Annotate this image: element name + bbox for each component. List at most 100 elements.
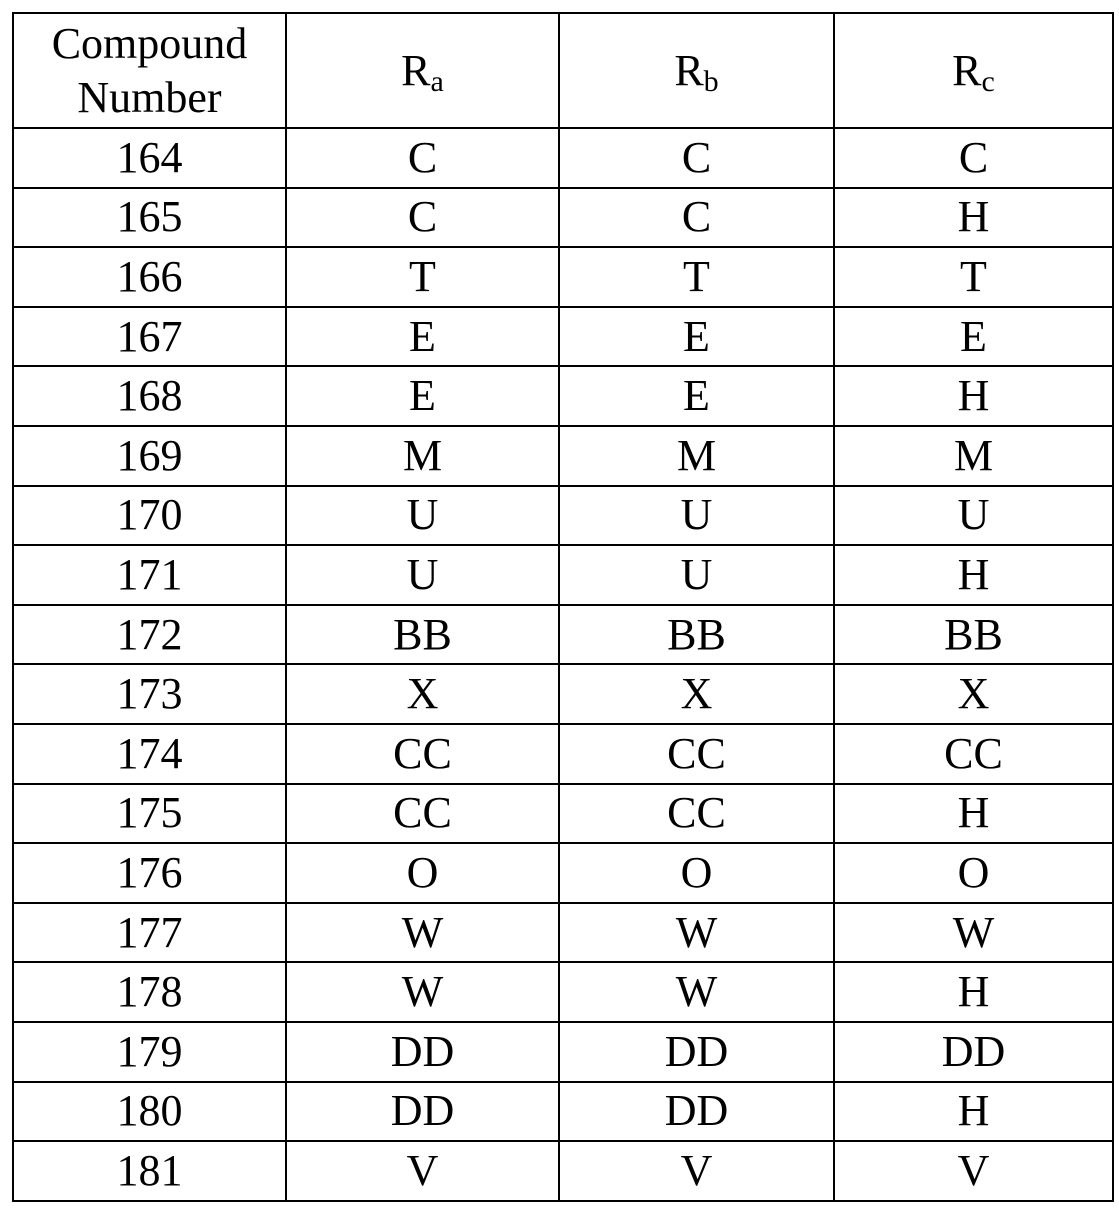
substituent-cell: BB: [834, 605, 1113, 665]
substituent-cell: H: [834, 962, 1113, 1022]
substituent-cell: DD: [286, 1022, 559, 1082]
substituent-cell: V: [834, 1141, 1113, 1201]
substituent-cell: CC: [559, 784, 834, 844]
substituent-cell: H: [834, 1082, 1113, 1142]
table-row: 178WWH: [13, 962, 1113, 1022]
substituent-cell: M: [834, 426, 1113, 486]
compound-table: Compound NumberRaRbRc 164CCC165CCH166TTT…: [12, 12, 1114, 1202]
table-row: 166TTT: [13, 247, 1113, 307]
table-row: 172BBBBBB: [13, 605, 1113, 665]
substituent-cell: H: [834, 784, 1113, 844]
header-subscript: a: [431, 65, 444, 98]
compound-number: 166: [13, 247, 286, 307]
header-cell: Rc: [834, 13, 1113, 128]
header-base: R: [674, 46, 703, 95]
table-row: 174CCCCCC: [13, 724, 1113, 784]
substituent-cell: CC: [834, 724, 1113, 784]
compound-number: 171: [13, 545, 286, 605]
substituent-cell: W: [559, 903, 834, 963]
substituent-cell: X: [286, 664, 559, 724]
substituent-cell: E: [834, 307, 1113, 367]
substituent-cell: V: [286, 1141, 559, 1201]
table-row: 165CCH: [13, 188, 1113, 248]
table-row: 171UUH: [13, 545, 1113, 605]
substituent-cell: O: [834, 843, 1113, 903]
substituent-cell: DD: [286, 1082, 559, 1142]
header-cell: Rb: [559, 13, 834, 128]
substituent-cell: H: [834, 366, 1113, 426]
compound-number: 175: [13, 784, 286, 844]
table-row: 168EEH: [13, 366, 1113, 426]
header-text: Compound Number: [52, 19, 248, 122]
compound-number: 177: [13, 903, 286, 963]
compound-number: 180: [13, 1082, 286, 1142]
substituent-cell: M: [559, 426, 834, 486]
header-base: R: [952, 46, 981, 95]
table-row: 177WWW: [13, 903, 1113, 963]
substituent-cell: BB: [286, 605, 559, 665]
table-row: 173XXX: [13, 664, 1113, 724]
table-row: 179DDDDDD: [13, 1022, 1113, 1082]
substituent-cell: W: [834, 903, 1113, 963]
compound-number: 176: [13, 843, 286, 903]
substituent-cell: W: [559, 962, 834, 1022]
compound-number: 172: [13, 605, 286, 665]
substituent-cell: H: [834, 545, 1113, 605]
table-row: 164CCC: [13, 128, 1113, 188]
substituent-cell: CC: [286, 784, 559, 844]
substituent-cell: CC: [559, 724, 834, 784]
substituent-cell: W: [286, 903, 559, 963]
substituent-cell: U: [286, 486, 559, 546]
substituent-cell: M: [286, 426, 559, 486]
compound-number: 170: [13, 486, 286, 546]
table-row: 175CCCCH: [13, 784, 1113, 844]
substituent-cell: DD: [834, 1022, 1113, 1082]
substituent-cell: X: [559, 664, 834, 724]
compound-number: 167: [13, 307, 286, 367]
header-subscript: b: [704, 65, 719, 98]
substituent-cell: BB: [559, 605, 834, 665]
substituent-cell: X: [834, 664, 1113, 724]
table-row: 181VVV: [13, 1141, 1113, 1201]
table-body: 164CCC165CCH166TTT167EEE168EEH169MMM170U…: [13, 128, 1113, 1201]
substituent-cell: O: [286, 843, 559, 903]
substituent-cell: W: [286, 962, 559, 1022]
compound-number: 181: [13, 1141, 286, 1201]
substituent-cell: T: [834, 247, 1113, 307]
substituent-cell: V: [559, 1141, 834, 1201]
compound-number: 179: [13, 1022, 286, 1082]
substituent-cell: O: [559, 843, 834, 903]
substituent-cell: U: [559, 486, 834, 546]
substituent-cell: E: [286, 307, 559, 367]
substituent-cell: C: [286, 188, 559, 248]
compound-number: 164: [13, 128, 286, 188]
table-row: 170UUU: [13, 486, 1113, 546]
substituent-cell: E: [559, 307, 834, 367]
compound-number: 169: [13, 426, 286, 486]
compound-number: 173: [13, 664, 286, 724]
substituent-cell: C: [559, 128, 834, 188]
table-row: 180DDDDH: [13, 1082, 1113, 1142]
header-row: Compound NumberRaRbRc: [13, 13, 1113, 128]
compound-number: 165: [13, 188, 286, 248]
header-cell: Compound Number: [13, 13, 286, 128]
substituent-cell: H: [834, 188, 1113, 248]
table-row: 167EEE: [13, 307, 1113, 367]
substituent-cell: T: [286, 247, 559, 307]
compound-number: 174: [13, 724, 286, 784]
table-row: 176OOO: [13, 843, 1113, 903]
compound-number: 168: [13, 366, 286, 426]
substituent-cell: C: [834, 128, 1113, 188]
substituent-cell: T: [559, 247, 834, 307]
substituent-cell: E: [559, 366, 834, 426]
substituent-cell: C: [286, 128, 559, 188]
substituent-cell: DD: [559, 1082, 834, 1142]
substituent-cell: U: [286, 545, 559, 605]
header-base: R: [401, 46, 430, 95]
header-cell: Ra: [286, 13, 559, 128]
substituent-cell: E: [286, 366, 559, 426]
substituent-cell: CC: [286, 724, 559, 784]
substituent-cell: U: [559, 545, 834, 605]
header-subscript: c: [982, 65, 995, 98]
